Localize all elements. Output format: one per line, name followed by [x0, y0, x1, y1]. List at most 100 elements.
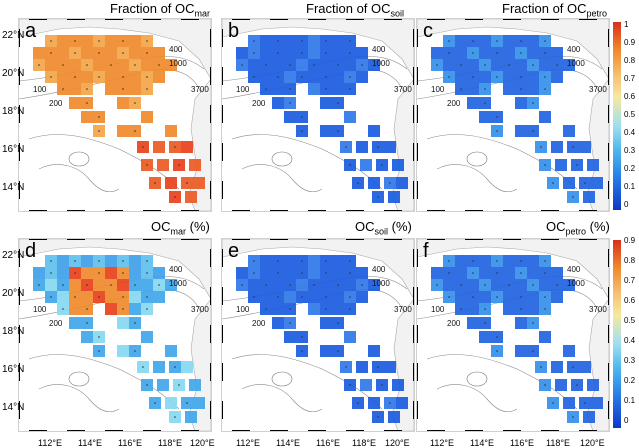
frame-tick [503, 210, 521, 211]
data-cell [157, 379, 169, 391]
cb-top-05: 0.5 [624, 110, 636, 119]
sample-point [325, 40, 327, 42]
sample-point [98, 296, 100, 298]
data-cell [388, 411, 400, 423]
frame-tick [232, 430, 250, 431]
sample-point [253, 40, 255, 42]
frame-tick [465, 239, 483, 240]
data-cell [503, 71, 515, 83]
sample-point [552, 182, 554, 184]
sample-point [241, 64, 243, 66]
sample-point [544, 308, 546, 310]
frame-tick [465, 19, 483, 20]
data-cell [284, 291, 296, 303]
data-cell [563, 59, 575, 71]
sample-point [325, 296, 327, 298]
data-cell [332, 35, 344, 47]
data-cell [81, 331, 93, 343]
sample-point [86, 284, 88, 286]
data-cell [396, 177, 408, 189]
frame-tick [270, 239, 288, 240]
sample-point [98, 52, 100, 54]
sample-point [86, 308, 88, 310]
data-cell [527, 267, 539, 279]
bathymetry-contour [436, 164, 518, 192]
sample-point [389, 402, 391, 404]
sample-point [544, 272, 546, 274]
sample-point [556, 284, 558, 286]
frame-tick [270, 210, 288, 211]
frame-tick [222, 29, 223, 47]
sample-point [436, 284, 438, 286]
cb-top-0: 0 [624, 200, 629, 209]
data-cell [320, 59, 332, 71]
data-cell [332, 303, 344, 315]
data-cell [308, 47, 320, 59]
contour-label: 400 [372, 265, 386, 274]
sample-point [496, 40, 498, 42]
frame-tick [503, 19, 521, 20]
data-cell [344, 111, 356, 123]
data-cell [57, 71, 69, 83]
lon-label-114-e: 114°E [276, 438, 300, 448]
sample-point [544, 164, 546, 166]
lon-label-112-f: 112°E [430, 438, 454, 448]
data-cell [368, 345, 380, 357]
data-cell [105, 83, 117, 95]
sample-point [544, 40, 546, 42]
data-cell [308, 303, 320, 315]
sample-point [544, 260, 546, 262]
sample-point [556, 64, 558, 66]
sample-point [146, 384, 148, 386]
data-cell [193, 397, 205, 409]
data-cell [527, 71, 539, 83]
frame-tick [346, 210, 364, 211]
data-cell [69, 59, 81, 71]
frame-tick [181, 210, 199, 211]
data-cell [153, 141, 165, 153]
frame-tick [413, 105, 414, 123]
sample-point [520, 260, 522, 262]
contour-label: 100 [431, 305, 445, 314]
frame-tick [417, 325, 418, 343]
sample-point [544, 52, 546, 54]
sample-point [532, 102, 534, 104]
frame-tick [413, 181, 414, 199]
sample-point [277, 40, 279, 42]
data-cell [591, 397, 603, 409]
contour-label: 100 [33, 305, 47, 314]
data-cell [260, 291, 272, 303]
frame-tick [503, 239, 521, 240]
data-cell [539, 331, 551, 343]
data-cell [284, 111, 296, 123]
sample-point [361, 284, 363, 286]
frame-tick [579, 430, 597, 431]
frame-tick [19, 287, 20, 305]
data-cell [527, 303, 539, 315]
data-cell [57, 267, 69, 279]
sample-point [484, 64, 486, 66]
sample-point [50, 40, 52, 42]
bathymetry-contour [28, 354, 180, 410]
data-cell [45, 279, 57, 291]
frame-tick [413, 325, 414, 343]
sample-point [484, 322, 486, 324]
island-outline [68, 151, 90, 167]
sample-point [381, 164, 383, 166]
frame-tick [105, 210, 123, 211]
sample-point [436, 64, 438, 66]
frame-tick [608, 105, 609, 123]
frame-tick [413, 143, 414, 161]
data-cell [260, 71, 272, 83]
frame-tick [427, 210, 445, 211]
sample-point [544, 76, 546, 78]
frame-tick [29, 210, 47, 211]
data-cell [455, 267, 467, 279]
data-cell [503, 303, 515, 315]
sample-point [301, 76, 303, 78]
frame-tick [222, 287, 223, 305]
contour-label: 3700 [589, 305, 607, 314]
frame-tick [417, 363, 418, 381]
sample-point [544, 384, 546, 386]
sample-point [277, 260, 279, 262]
